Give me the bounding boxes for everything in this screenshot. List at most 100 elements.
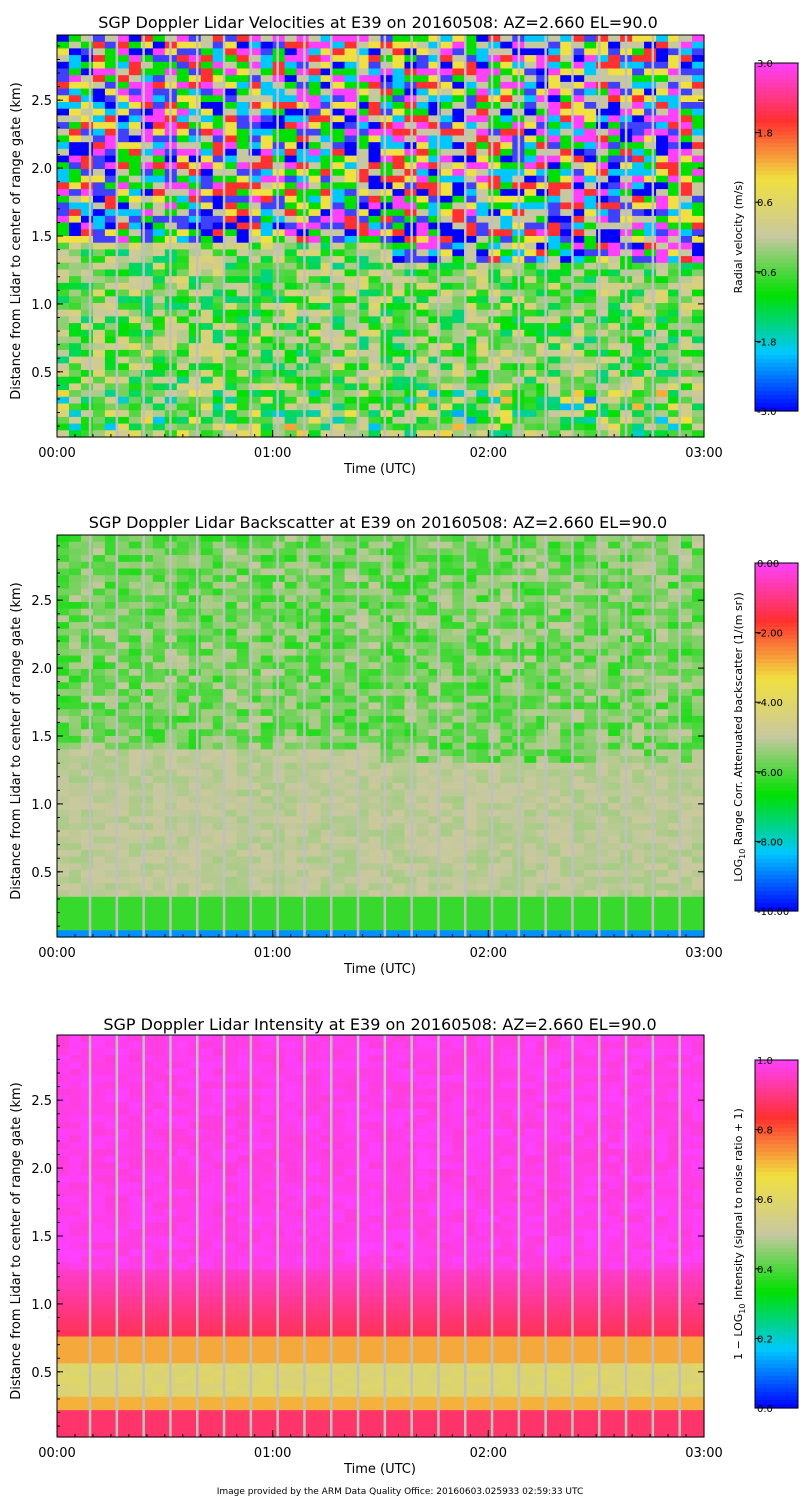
heatmap-cell — [680, 75, 693, 83]
heatmap-cell — [92, 162, 106, 170]
heatmap-cell — [224, 702, 238, 710]
heatmap-cell — [200, 282, 214, 291]
heatmap-cell — [320, 81, 334, 90]
heatmap-cell — [356, 175, 370, 183]
heatmap-cell — [200, 189, 214, 197]
heatmap-cell — [368, 215, 382, 224]
heatmap-cell — [632, 628, 645, 637]
heatmap-cell — [560, 642, 573, 650]
heatmap-cell — [152, 555, 166, 563]
heatmap-cell — [500, 715, 513, 724]
heatmap-cell — [632, 715, 645, 724]
heatmap-cell — [116, 390, 130, 398]
heatmap-cell — [308, 102, 322, 110]
scan-gap-line — [356, 35, 360, 437]
heatmap-cell — [656, 256, 669, 264]
heatmap-cell — [332, 416, 346, 425]
heatmap-cell — [416, 189, 430, 197]
heatmap-cell — [608, 215, 621, 224]
heatmap-cell — [680, 642, 693, 650]
heatmap-cell — [176, 108, 190, 116]
heatmap-cell — [116, 356, 130, 364]
heatmap-cell — [416, 370, 430, 378]
heatmap-cell — [332, 702, 346, 710]
heatmap-cell — [368, 410, 382, 418]
heatmap-cell — [560, 608, 573, 616]
heatmap-cell — [500, 309, 513, 317]
heatmap-cell — [452, 336, 465, 344]
heatmap-cell — [104, 555, 118, 563]
heatmap-cell — [464, 309, 477, 317]
heatmap-cell — [524, 541, 537, 549]
heatmap-cell — [116, 615, 130, 623]
heatmap-cell — [248, 416, 262, 425]
heatmap-cell — [596, 128, 609, 137]
heatmap-cell — [320, 336, 334, 344]
heatmap-cell — [57, 675, 70, 683]
heatmap-cell — [260, 68, 274, 76]
heatmap-cell — [104, 81, 118, 90]
heatmap-cell — [572, 215, 585, 224]
heatmap-cell — [680, 316, 693, 324]
heatmap-cell — [224, 142, 238, 150]
heatmap-cell — [284, 128, 298, 137]
heatmap-cell — [656, 602, 669, 610]
heatmap-cell — [272, 269, 286, 277]
heatmap-cell — [464, 682, 477, 690]
heatmap-cell — [212, 102, 226, 110]
heatmap-cell — [128, 75, 142, 83]
heatmap-cell — [680, 309, 693, 317]
heatmap-cell — [308, 162, 322, 170]
heatmap-cell — [116, 396, 130, 405]
heatmap-cell — [524, 323, 537, 331]
heatmap-cell — [632, 282, 645, 291]
heatmap-cell — [356, 215, 370, 224]
heatmap-cell — [524, 55, 537, 63]
heatmap-cell — [200, 403, 214, 411]
heatmap-cell — [680, 622, 693, 630]
heatmap-cell — [668, 363, 681, 371]
heatmap-cell — [356, 642, 370, 650]
heatmap-cell — [392, 423, 406, 431]
heatmap-cell — [116, 548, 130, 556]
heatmap-cell — [368, 403, 382, 411]
heatmap-cell — [80, 95, 94, 103]
heatmap-cell — [644, 548, 657, 556]
heatmap-cell — [272, 215, 286, 224]
heatmap-cell — [236, 548, 250, 556]
heatmap-cell — [188, 303, 202, 311]
heatmap-cell — [584, 215, 597, 224]
heatmap-cell — [320, 262, 334, 271]
heatmap-cell — [236, 215, 250, 224]
heatmap-cell — [116, 182, 130, 190]
heatmap-cell — [668, 655, 681, 663]
heatmap-cell — [668, 55, 681, 63]
heatmap-cell — [656, 195, 669, 204]
heatmap-cell — [536, 162, 549, 170]
heatmap-cell — [80, 709, 94, 717]
heatmap-cell — [80, 135, 94, 143]
heatmap-cell — [236, 256, 250, 264]
heatmap-cell — [500, 175, 513, 183]
heatmap-cell — [668, 635, 681, 643]
heatmap-cell — [236, 390, 250, 398]
heatmap-cell — [680, 48, 693, 56]
heatmap-cell — [680, 68, 693, 76]
heatmap-cell — [524, 329, 537, 338]
heatmap-cell — [80, 370, 94, 378]
heatmap-cell — [200, 162, 214, 170]
heatmap-cell — [57, 135, 70, 143]
heatmap-cell — [428, 189, 442, 197]
heatmap-cell — [212, 588, 226, 596]
heatmap-cell — [104, 182, 118, 190]
heatmap-cell — [116, 642, 130, 650]
heatmap-cell — [224, 61, 238, 70]
heatmap-cell — [140, 615, 154, 623]
heatmap-cell — [92, 88, 106, 96]
heatmap-cell — [128, 343, 142, 351]
heatmap-cell — [548, 615, 561, 623]
heatmap-cell — [116, 430, 130, 438]
heatmap-cell — [296, 722, 310, 730]
heatmap-cell — [476, 195, 489, 204]
heatmap-cell — [488, 236, 501, 244]
